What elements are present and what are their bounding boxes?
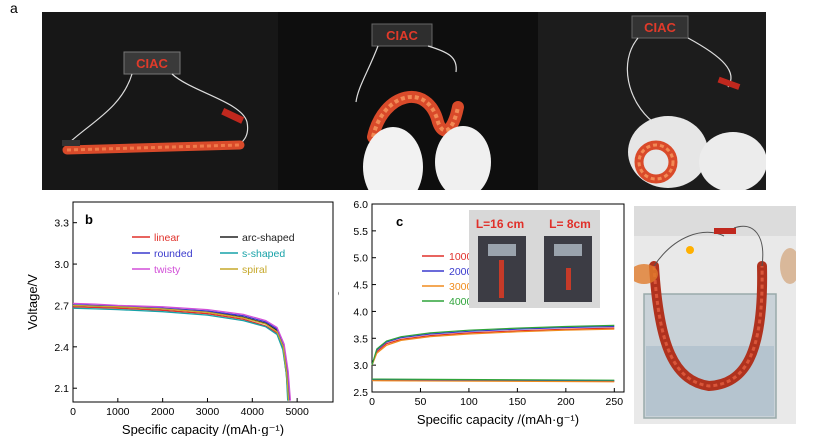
- x-tick-label: 100: [460, 396, 478, 408]
- y-tick-label: 3.0: [54, 259, 69, 271]
- plot-frame: [72, 201, 334, 403]
- inset-label-16cm: L=16 cm: [476, 217, 524, 231]
- led-sign-text: CIAC: [386, 28, 418, 43]
- series-line-twisty: [72, 302, 292, 401]
- y-axis-label: Voltage/V: [25, 274, 40, 330]
- led-sign-text: CIAC: [644, 20, 676, 35]
- x-axis-label: Specific capacity /(mAh·g⁻¹): [417, 412, 579, 427]
- photo-cable-in-water: d: [634, 206, 796, 424]
- panel-label-b: b: [85, 212, 93, 227]
- chart-b-discharge-curves: b 0 1000 2000 3000 4000 5000 2.1 2.4 2.7 3.0 3.3 Sp…: [25, 201, 334, 436]
- wire: [733, 225, 764, 267]
- series-line-s-shaped: [72, 307, 289, 401]
- series-line-rounded: [72, 304, 291, 401]
- y-tick-label: 5.5: [353, 226, 368, 238]
- wire: [626, 37, 654, 123]
- cable-battery-texture: [637, 143, 675, 181]
- y-tick-label: 5.0: [353, 253, 368, 265]
- y-tick-label: 2.1: [54, 383, 69, 395]
- cable-battery-texture: [371, 94, 460, 138]
- x-tick-label: 150: [509, 396, 527, 408]
- x-tick-label: 0: [369, 396, 375, 408]
- y-tick-label: 4.5: [353, 280, 368, 292]
- x-tick-label: 250: [606, 396, 624, 408]
- cable-sample-right: [566, 268, 571, 290]
- x-tick-label: 2000: [151, 406, 175, 418]
- cable-sample-left: [499, 260, 504, 298]
- series-discharge-3000: [371, 380, 615, 383]
- x-tick-label: 3000: [196, 406, 220, 418]
- photo-linear-cable: CIAC: [42, 12, 278, 190]
- y-tick-label: 4.0: [353, 306, 368, 318]
- photo-cable-in-water-drawing: d: [634, 206, 796, 419]
- hand: [634, 264, 658, 284]
- legend-label-3000: 3000: [449, 281, 473, 293]
- alligator-clip: [62, 140, 80, 146]
- series-discharge-4000: [371, 378, 615, 381]
- x-tick-label: 50: [415, 396, 427, 408]
- legend-label-1000: 1000: [449, 251, 473, 263]
- x-tick-label: 4000: [241, 406, 265, 418]
- y-tick-label: 2.7: [54, 300, 69, 312]
- led-sign-text: CIAC: [136, 56, 168, 71]
- white-glove-hand: [435, 126, 491, 190]
- legend-label-4000: 4000: [449, 296, 473, 308]
- x-axis-label: Specific capacity /(mAh·g⁻¹): [122, 422, 284, 436]
- photo-bent-cable: CIAC: [278, 12, 538, 190]
- panel-label-c: c: [396, 214, 403, 229]
- panel-label-a: a: [10, 0, 18, 16]
- test-rig-display: [554, 244, 582, 256]
- cable-battery-texture: [66, 143, 241, 152]
- inset-label-8cm: L= 8cm: [549, 217, 591, 231]
- wire: [171, 73, 249, 148]
- alligator-clip: [717, 76, 741, 90]
- white-glove-hand: [363, 127, 423, 190]
- legend-label-s-shaped: s-shaped: [242, 248, 285, 260]
- series-charge-4000: [371, 324, 615, 366]
- y-tick-label: 6.0: [353, 199, 368, 211]
- x-tick-label: 0: [70, 406, 76, 418]
- wire: [69, 73, 133, 143]
- x-tick-label: 200: [557, 396, 575, 408]
- alligator-clip: [714, 228, 736, 234]
- y-tick-label: 2.5: [353, 387, 368, 399]
- inset-photo: L=16 cm L= 8cm: [469, 210, 600, 308]
- photo-spiral-cable: CIAC: [538, 12, 766, 190]
- x-tick-label: 5000: [285, 406, 309, 418]
- series-line-spiral: [72, 304, 290, 401]
- photo-bent-cable-drawing: CIAC: [355, 23, 491, 190]
- cable-battery-texture: [652, 265, 764, 388]
- photo-spiral-cable-drawing: CIAC: [626, 15, 766, 190]
- y-tick-label: 2.4: [54, 342, 69, 354]
- series-charge-3000: [371, 328, 615, 366]
- photo-linear-cable-drawing: CIAC: [62, 51, 249, 155]
- series-charge-1000: [371, 327, 615, 366]
- led-light: [686, 246, 694, 254]
- y-tick-label: 3.3: [54, 218, 69, 230]
- led-sign: [371, 23, 433, 47]
- led-sign: [123, 51, 181, 75]
- white-glove-hand: [699, 132, 766, 190]
- legend-label-spiral: spiral: [242, 264, 267, 276]
- test-rig-display: [488, 244, 516, 256]
- y-tick-label: 3.5: [353, 333, 368, 345]
- y-tick-label: 3.0: [353, 360, 368, 372]
- legend-label-twisty: twisty: [154, 264, 181, 276]
- wire: [355, 45, 379, 103]
- chart-c-charge-discharge: c 0 50 100 150 200 250 2.5 3.0 3.5 4.0 4.5 5.0 5.5 6.…: [338, 199, 625, 427]
- hand: [780, 248, 796, 284]
- legend-label-rounded: rounded: [154, 248, 193, 260]
- series-charge-2000: [371, 325, 615, 366]
- legend-label-arc-shaped: arc-shaped: [242, 232, 295, 244]
- legend-label-2000: 2000: [449, 266, 473, 278]
- plot-frame: [371, 203, 625, 393]
- x-tick-label: 1000: [106, 406, 130, 418]
- led-sign: [631, 15, 689, 39]
- alligator-clip: [221, 108, 245, 124]
- wire: [427, 45, 457, 73]
- y-axis-label: Voltage/V: [338, 270, 339, 326]
- legend-label-linear: linear: [154, 232, 180, 244]
